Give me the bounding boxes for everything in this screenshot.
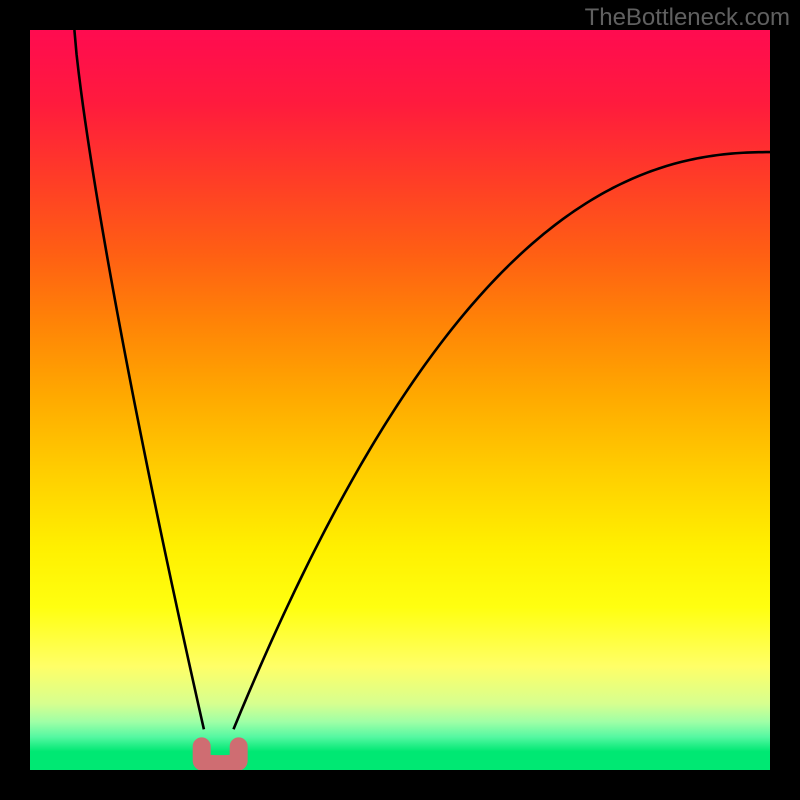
plot-area [30,30,770,770]
plot-svg [30,30,770,770]
watermark-text: TheBottleneck.com [585,4,790,32]
